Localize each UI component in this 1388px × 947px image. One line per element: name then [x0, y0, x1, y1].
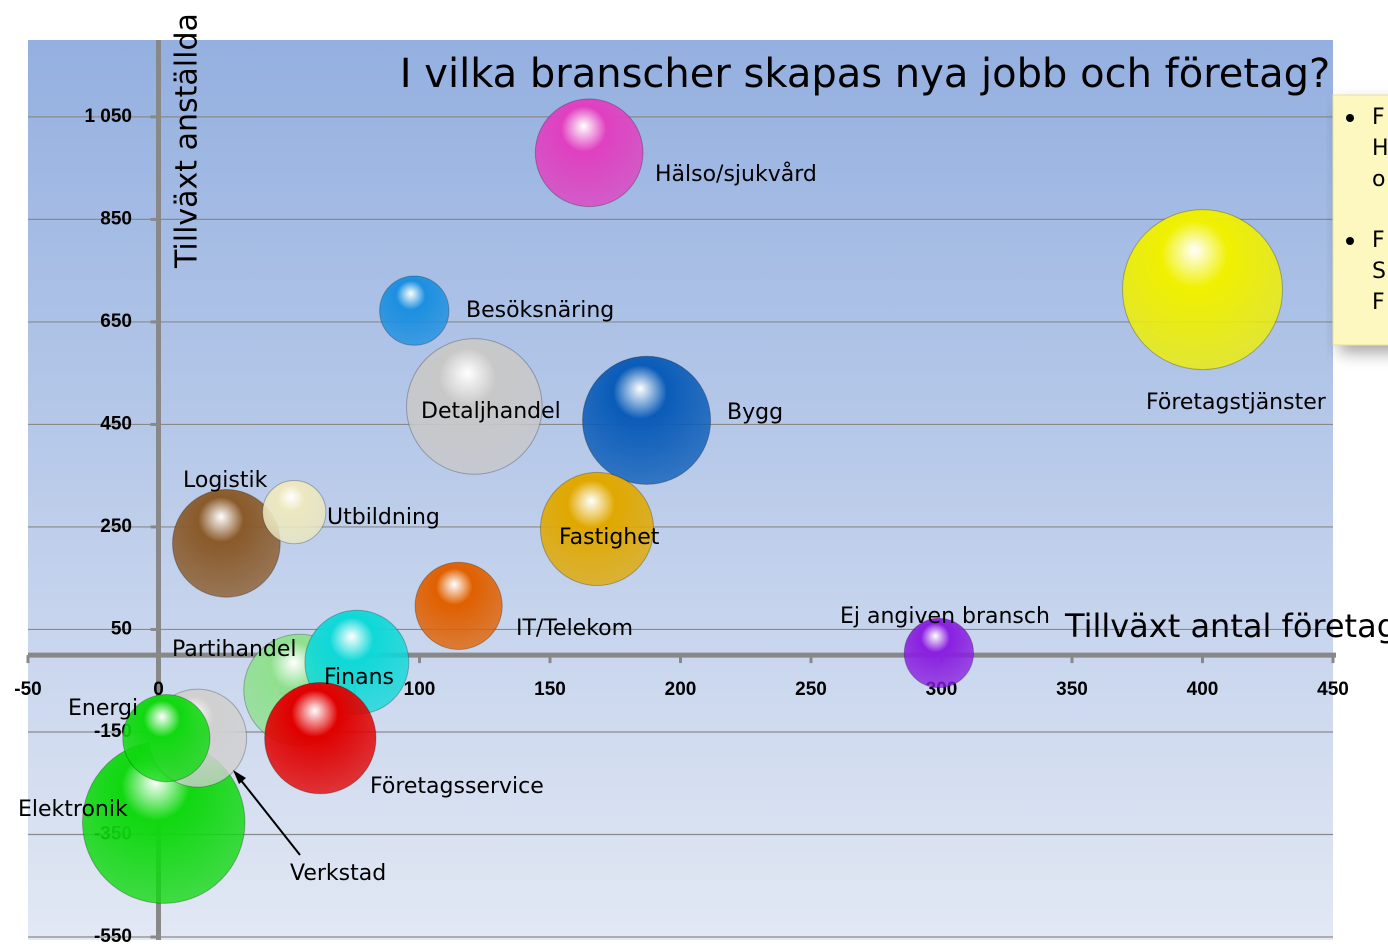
arrow-head	[233, 770, 246, 784]
bubble-label: Hälso/sjukvård	[655, 161, 817, 187]
note-text: F	[1372, 105, 1385, 130]
x-tick-label: 150	[534, 679, 566, 700]
bubble-label: Bygg	[727, 400, 783, 425]
bubble-label: Ej angiven bransch	[840, 604, 1050, 629]
note-text: F	[1372, 228, 1385, 253]
x-tick-label: 0	[153, 679, 164, 700]
x-tick-label: 450	[1317, 679, 1349, 700]
y-tick-label: 1 050	[84, 106, 132, 127]
bubble	[172, 488, 281, 598]
bubble	[534, 98, 644, 208]
bubble	[1122, 209, 1283, 371]
x-tick-label: -50	[14, 679, 41, 700]
x-tick-label: 250	[795, 679, 827, 700]
bullet	[1346, 237, 1354, 245]
bubble	[414, 561, 503, 650]
y-tick-label: 850	[100, 208, 132, 229]
bubble-label: Logistik	[183, 468, 268, 493]
bubble-label: Finans	[324, 665, 394, 690]
bubble-label: Elektronik	[18, 797, 128, 822]
y-tick-label: -150	[94, 721, 132, 742]
x-tick-label: 400	[1187, 679, 1219, 700]
note-text: F	[1372, 290, 1385, 315]
bubble	[405, 338, 543, 475]
note-text: S	[1372, 259, 1386, 284]
bubble	[379, 275, 450, 346]
chart-title: I vilka branscher skapas nya jobb och fö…	[400, 51, 1330, 97]
bubble-label: Verkstad	[290, 861, 386, 886]
y-tick-label: 450	[100, 413, 132, 434]
note-text: H	[1372, 136, 1388, 161]
bullet	[1346, 114, 1354, 122]
y-tick-label: 650	[100, 311, 132, 332]
x-tick-label: 100	[404, 679, 436, 700]
arrow	[235, 773, 301, 856]
y-tick-label: 250	[100, 516, 132, 537]
y-tick-label: 50	[111, 618, 132, 639]
bubble-label: Energi	[68, 696, 138, 721]
bubble	[264, 681, 377, 795]
bubble-label: Detaljhandel	[421, 399, 561, 424]
x-tick-label: 200	[665, 679, 697, 700]
bubble	[122, 694, 211, 783]
x-axis-title: Tillväxt antal företag	[1064, 607, 1388, 645]
bubble	[903, 617, 975, 689]
y-axis-title: Tillväxt anställda	[170, 13, 205, 269]
bubble-label: Företagsservice	[370, 774, 544, 799]
bubble-label: Besöksnäring	[466, 298, 614, 323]
note-text: o	[1372, 167, 1385, 192]
bubble	[262, 479, 327, 545]
bubble-label: Företagstjänster	[1146, 390, 1327, 415]
x-tick-label: 350	[1056, 679, 1088, 700]
bubble	[539, 471, 655, 587]
bubble-label: Fastighet	[559, 525, 660, 550]
bubble-label: Partihandel	[172, 637, 297, 662]
y-tick-label: -550	[94, 926, 132, 947]
bubble	[582, 355, 712, 485]
bubble-label: IT/Telekom	[516, 616, 633, 641]
note-box	[1332, 94, 1388, 346]
plot-area	[28, 40, 1333, 940]
bubble-label: Utbildning	[327, 505, 440, 530]
